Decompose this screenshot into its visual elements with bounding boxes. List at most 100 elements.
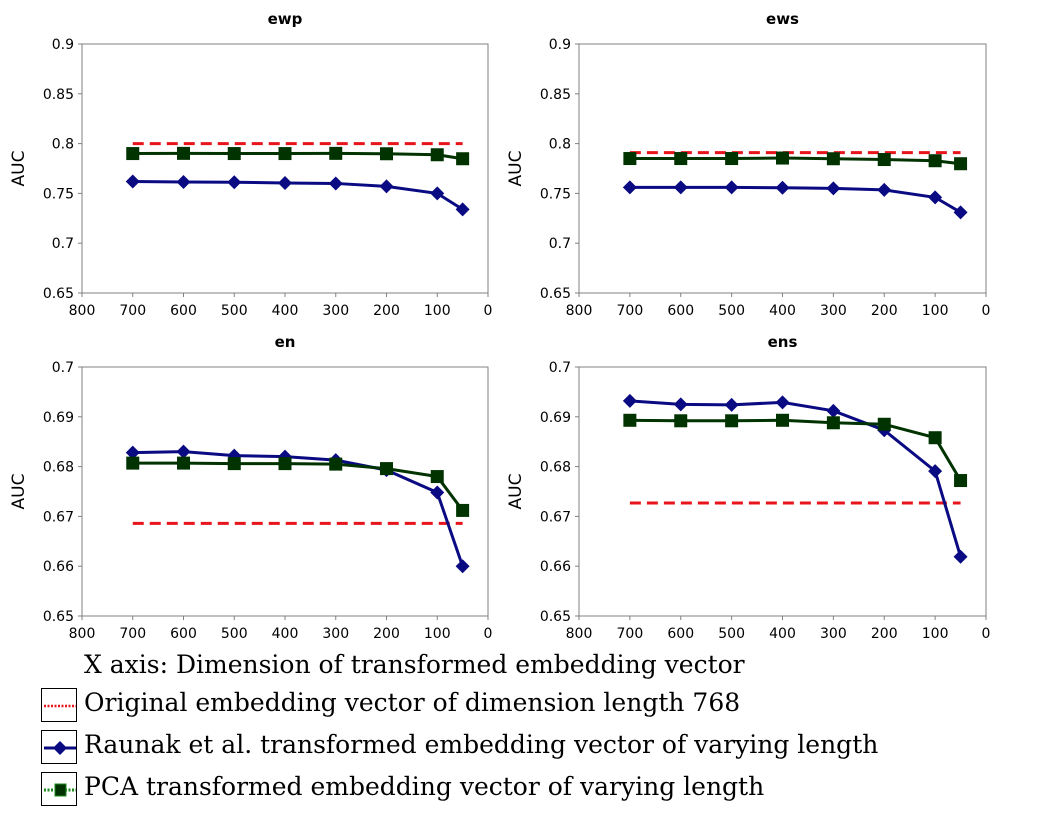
chart-ews-xtick-label: 0 — [982, 303, 991, 319]
chart-ens-title: ens — [768, 333, 798, 351]
chart-ewp-plot-frame — [81, 43, 489, 294]
chart-ewp-point-raunak — [455, 202, 470, 217]
chart-ens-point-raunak — [724, 397, 739, 412]
chart-ewp-xtick-label: 800 — [69, 303, 96, 319]
chart-ews-point-raunak — [775, 180, 790, 195]
chart-en-xtick-label: 500 — [221, 626, 248, 642]
chart-ews-point-pca — [826, 152, 840, 166]
chart-en-point-pca — [227, 457, 241, 471]
chart-en-point-pca — [456, 503, 470, 517]
charts-area: ewp AUC 0.65 0.7 0.75 0.8 0.85 0.9 800 700 600 500 4… — [9, 10, 991, 642]
chart-ews-xtick-label: 200 — [871, 303, 898, 319]
chart-ews-point-pca — [954, 157, 968, 171]
chart-ens-ytick-label: 0.68 — [540, 460, 571, 476]
chart-ewp-series-raunak-line — [132, 179, 464, 211]
chart-ewp-point-raunak — [227, 175, 242, 190]
chart-ewp-point-pca — [177, 146, 190, 160]
chart-en-point-raunak — [176, 444, 191, 459]
chart-ens-point-pca — [877, 417, 891, 431]
chart-en-ylabel: AUC — [9, 474, 29, 510]
chart-ens-xtick-label: 400 — [769, 626, 796, 642]
chart-en-xtick-label: 600 — [170, 626, 197, 642]
chart-ews-point-pca — [623, 152, 637, 166]
chart-ewp-title: ewp — [268, 10, 303, 28]
chart-en-title: en — [275, 333, 296, 351]
chart-ews-xtick-label: 100 — [922, 303, 949, 319]
chart-ens-ylabel: AUC — [506, 474, 526, 510]
chart-ews-point-raunak — [953, 205, 968, 220]
chart-en-ytick-label: 0.7 — [52, 360, 74, 376]
legend-swatch-raunak — [41, 730, 77, 764]
chart-ews-ytick-label: 0.65 — [540, 286, 571, 302]
chart-ens-point-pca — [928, 431, 942, 445]
chart-ens-point-pca — [826, 416, 840, 430]
chart-ens-point-raunak — [622, 393, 637, 408]
chart-ens-point-pca — [776, 413, 789, 427]
chart-ens-ytick-label: 0.66 — [540, 559, 571, 575]
x-axis-note: X axis: Dimension of transformed embeddi… — [84, 650, 745, 679]
chart-ens-point-raunak — [775, 395, 790, 410]
chart-ews-ylabel: AUC — [506, 151, 526, 187]
chart-ews-point-pca — [928, 154, 942, 168]
chart-ews-point-pca — [725, 152, 739, 166]
chart-en-xtick-label: 0 — [484, 626, 493, 642]
chart-ens-ytick-label: 0.67 — [540, 509, 571, 525]
chart-ews-ytick-label: 0.8 — [549, 137, 571, 153]
chart-en-point-raunak — [430, 485, 445, 500]
chart-ews-point-raunak — [877, 182, 892, 197]
chart-ews-point-raunak — [928, 190, 943, 205]
chart-ewp-ytick-label: 0.85 — [43, 87, 74, 103]
chart-en-ytick-label: 0.65 — [43, 609, 74, 625]
chart-en-point-raunak — [125, 445, 140, 460]
chart-en-point-pca — [329, 457, 343, 471]
legend-label-raunak: Raunak et al. transformed embedding vect… — [84, 730, 879, 759]
chart-ewp-point-raunak — [125, 174, 140, 189]
chart-ewp-point-pca — [278, 147, 292, 161]
chart-ewp-point-raunak — [379, 179, 394, 194]
chart-ews-xtick-label: 400 — [769, 303, 796, 319]
chart-ens-point-raunak — [826, 403, 841, 418]
chart-en-ytick-label: 0.67 — [43, 509, 74, 525]
chart-ews-series-pca-line — [629, 156, 961, 166]
chart-ewp-xtick-label: 0 — [484, 303, 493, 319]
chart-ens-xtick-label: 300 — [820, 626, 847, 642]
chart-ewp-point-raunak — [430, 186, 445, 201]
legend-swatch-baseline — [41, 688, 77, 722]
chart-ews-title: ews — [766, 10, 799, 28]
chart-ewp-point-pca — [430, 148, 444, 162]
chart-en-xtick-label: 100 — [424, 626, 451, 642]
chart-ens-ytick-label: 0.69 — [540, 410, 571, 426]
chart-en-point-pca — [177, 456, 190, 470]
chart-ews-xtick-label: 600 — [667, 303, 694, 319]
chart-ews-ytick-label: 0.75 — [540, 186, 571, 202]
chart-en-point-raunak — [455, 559, 470, 574]
chart-ews-point-raunak — [826, 181, 841, 196]
chart-en-xtick-label: 300 — [322, 626, 349, 642]
chart-ewp-point-pca — [329, 146, 343, 160]
chart-en-xtick-label: 800 — [69, 626, 96, 642]
chart-en-xtick-label: 700 — [119, 626, 146, 642]
legend-swatch-pca — [41, 772, 77, 806]
chart-ewp-xtick-label: 200 — [373, 303, 400, 319]
chart-ens-xtick-label: 500 — [718, 626, 745, 642]
chart-ewp-point-raunak — [328, 176, 343, 191]
chart-ews-point-pca — [674, 152, 688, 166]
chart-ewp-xtick-label: 300 — [322, 303, 349, 319]
chart-ewp-xtick-label: 400 — [272, 303, 299, 319]
chart-ewp-point-raunak — [278, 175, 292, 190]
chart-ews-point-raunak — [622, 180, 637, 195]
chart-ens-ytick-label: 0.7 — [549, 360, 571, 376]
chart-en-point-pca — [430, 470, 444, 484]
chart-ewp-ytick-label: 0.75 — [43, 186, 74, 202]
chart-ews-point-raunak — [724, 180, 739, 195]
chart-ewp-series-pca-line — [132, 151, 463, 161]
chart-ens-xtick-label: 700 — [617, 626, 644, 642]
chart-ens-point-raunak — [673, 397, 688, 412]
chart-ewp-point-pca — [126, 147, 140, 161]
square-marker-icon — [54, 783, 67, 797]
chart-en-ytick-label: 0.68 — [43, 460, 74, 476]
chart-ens-point-pca — [674, 414, 688, 428]
chart-ews-ytick-label: 0.85 — [540, 87, 571, 103]
chart-en-point-pca — [278, 457, 292, 471]
chart-ews-point-pca — [776, 151, 789, 165]
